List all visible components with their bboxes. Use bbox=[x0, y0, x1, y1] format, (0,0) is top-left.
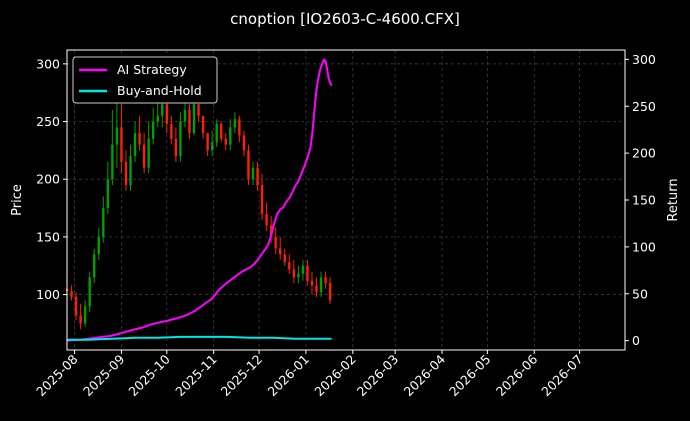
candle-body bbox=[179, 122, 181, 157]
y-left-tick-label: 200 bbox=[36, 172, 60, 187]
candle-body bbox=[197, 104, 199, 116]
y-left-tick-label: 250 bbox=[36, 114, 60, 129]
y-left-tick-label: 300 bbox=[36, 56, 60, 71]
candle-body bbox=[120, 127, 122, 162]
candle-body bbox=[84, 306, 86, 323]
candle-body bbox=[125, 162, 127, 185]
y-right-tick-label: 300 bbox=[632, 52, 656, 67]
candle-body bbox=[102, 208, 104, 237]
candle-body bbox=[138, 133, 140, 145]
candle-body bbox=[202, 116, 204, 133]
candle-body bbox=[243, 135, 245, 150]
candle-body bbox=[143, 145, 145, 168]
candle-body bbox=[311, 281, 313, 286]
candle-body bbox=[88, 277, 90, 306]
candle-body bbox=[193, 104, 195, 133]
candle-body bbox=[256, 168, 258, 185]
candle-body bbox=[152, 122, 154, 139]
candle-body bbox=[320, 277, 322, 292]
candle-body bbox=[188, 110, 190, 133]
candle-body bbox=[297, 274, 299, 277]
y-left-tick-label: 100 bbox=[36, 287, 60, 302]
y-right-tick-label: 150 bbox=[632, 193, 656, 208]
candle-body bbox=[225, 139, 227, 145]
candle-body bbox=[306, 266, 308, 281]
candle-body bbox=[184, 110, 186, 122]
candle-body bbox=[261, 185, 263, 214]
candle-body bbox=[220, 124, 222, 139]
y-right-tick-label: 0 bbox=[632, 333, 640, 348]
candle-body bbox=[170, 124, 172, 139]
candle-body bbox=[279, 248, 281, 254]
candle-body bbox=[70, 291, 72, 297]
legend: AI Strategy Buy-and-Hold bbox=[73, 57, 217, 103]
candle-body bbox=[216, 124, 218, 142]
y-right-tick-label: 100 bbox=[632, 239, 656, 254]
candle-body bbox=[134, 133, 136, 156]
candle-body bbox=[111, 145, 113, 180]
y-left-tick-label: 150 bbox=[36, 229, 60, 244]
candle-body bbox=[288, 262, 290, 269]
y-axis-left-label: Price bbox=[10, 184, 25, 216]
candle-body bbox=[211, 142, 213, 150]
candle-body bbox=[79, 315, 81, 323]
candle-body bbox=[234, 119, 236, 127]
candle-body bbox=[229, 127, 231, 144]
chart-title: cnoption [IO2603-C-4600.CFX] bbox=[230, 10, 460, 28]
candle-body bbox=[302, 266, 304, 274]
candle-body bbox=[116, 127, 118, 144]
candle-body bbox=[315, 285, 317, 292]
candle-body bbox=[324, 277, 326, 283]
y-right-tick-label: 50 bbox=[632, 286, 648, 301]
candle-body bbox=[107, 179, 109, 208]
candle-body bbox=[293, 269, 295, 277]
candle-body bbox=[166, 104, 168, 124]
y-right-tick-label: 250 bbox=[632, 99, 656, 114]
candle-body bbox=[98, 237, 100, 254]
candle-body bbox=[129, 156, 131, 185]
legend-label-ai-strategy: AI Strategy bbox=[117, 62, 187, 77]
candle-body bbox=[284, 254, 286, 262]
candle-body bbox=[93, 254, 95, 277]
candle-body bbox=[147, 139, 149, 168]
candle-body bbox=[206, 133, 208, 150]
candle-body bbox=[175, 139, 177, 156]
candle-body bbox=[329, 283, 331, 300]
candle-body bbox=[265, 214, 267, 226]
candle-body bbox=[75, 297, 77, 315]
y-right-tick-label: 200 bbox=[632, 146, 656, 161]
legend-label-buy-and-hold: Buy-and-Hold bbox=[117, 83, 202, 98]
candle-body bbox=[274, 237, 276, 249]
candle-body bbox=[161, 104, 163, 116]
candle-body bbox=[238, 119, 240, 135]
candle-body bbox=[247, 150, 249, 179]
candle-body bbox=[157, 116, 159, 122]
y-axis-right-label: Return bbox=[666, 178, 681, 221]
candle-body bbox=[252, 168, 254, 180]
